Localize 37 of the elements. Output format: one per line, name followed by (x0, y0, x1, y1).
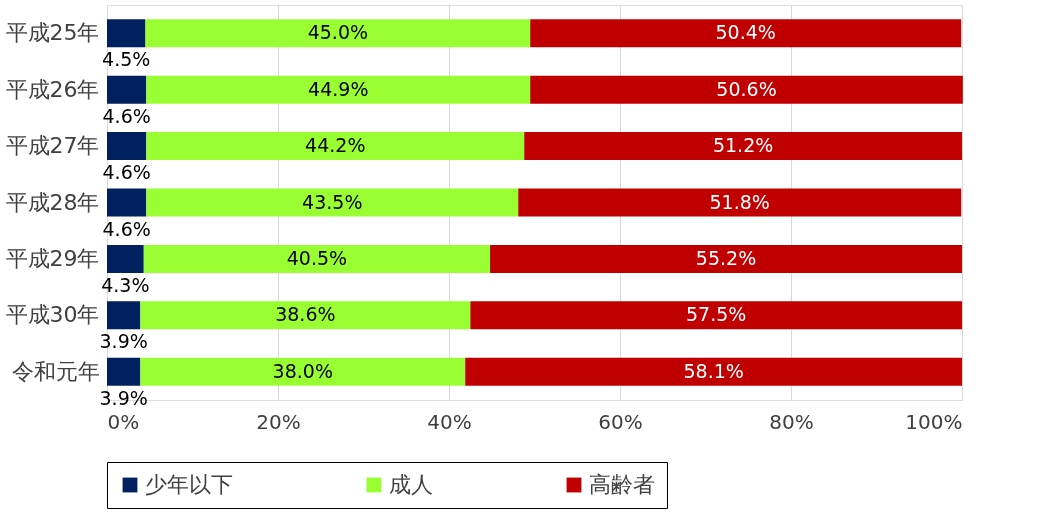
data-label: 38.6% (275, 303, 336, 326)
x-tick-label: 20% (256, 409, 301, 434)
y-tick-label: 平成27年 (5, 133, 100, 159)
y-tick-label: 平成28年 (5, 189, 100, 215)
data-label: 51.8% (709, 190, 770, 213)
legend-label: 成人 (389, 472, 433, 497)
x-tick-label: 100% (905, 409, 963, 434)
data-label: 3.9% (99, 386, 148, 409)
data-label: 4.6% (102, 161, 151, 184)
legend-label: 高齢者 (589, 472, 655, 497)
data-label: 44.2% (305, 134, 366, 157)
data-label: 40.5% (286, 246, 348, 269)
data-label: 38.0% (272, 359, 333, 382)
data-label: 4.3% (101, 273, 150, 296)
x-tick-label: 40% (427, 409, 472, 434)
y-tick-label: 令和元年 (11, 358, 100, 384)
legend-label: 少年以下 (145, 472, 233, 497)
data-label: 57.5% (686, 303, 747, 326)
data-label: 55.2% (695, 246, 757, 269)
x-tick-label: 60% (598, 409, 643, 434)
data-label: 4.6% (102, 217, 151, 240)
data-label: 4.5% (102, 48, 151, 71)
data-label: 44.9% (308, 77, 369, 100)
data-label: 50.6% (716, 77, 777, 100)
x-tick-label: 80% (769, 409, 814, 434)
data-label: 43.5% (302, 190, 363, 213)
y-tick-label: 平成25年 (5, 20, 100, 46)
data-label: 45.0% (307, 21, 369, 44)
y-tick-label: 平成29年 (5, 245, 100, 271)
x-tick-label: 0% (107, 409, 140, 434)
data-label: 3.9% (99, 330, 148, 353)
data-label: 50.4% (715, 21, 776, 44)
data-label: 51.2% (712, 134, 774, 157)
y-tick-label: 平成26年 (5, 76, 100, 102)
y-tick-label: 平成30年 (5, 302, 100, 328)
data-label: 58.1% (683, 359, 744, 382)
data-label: 4.6% (102, 104, 151, 127)
